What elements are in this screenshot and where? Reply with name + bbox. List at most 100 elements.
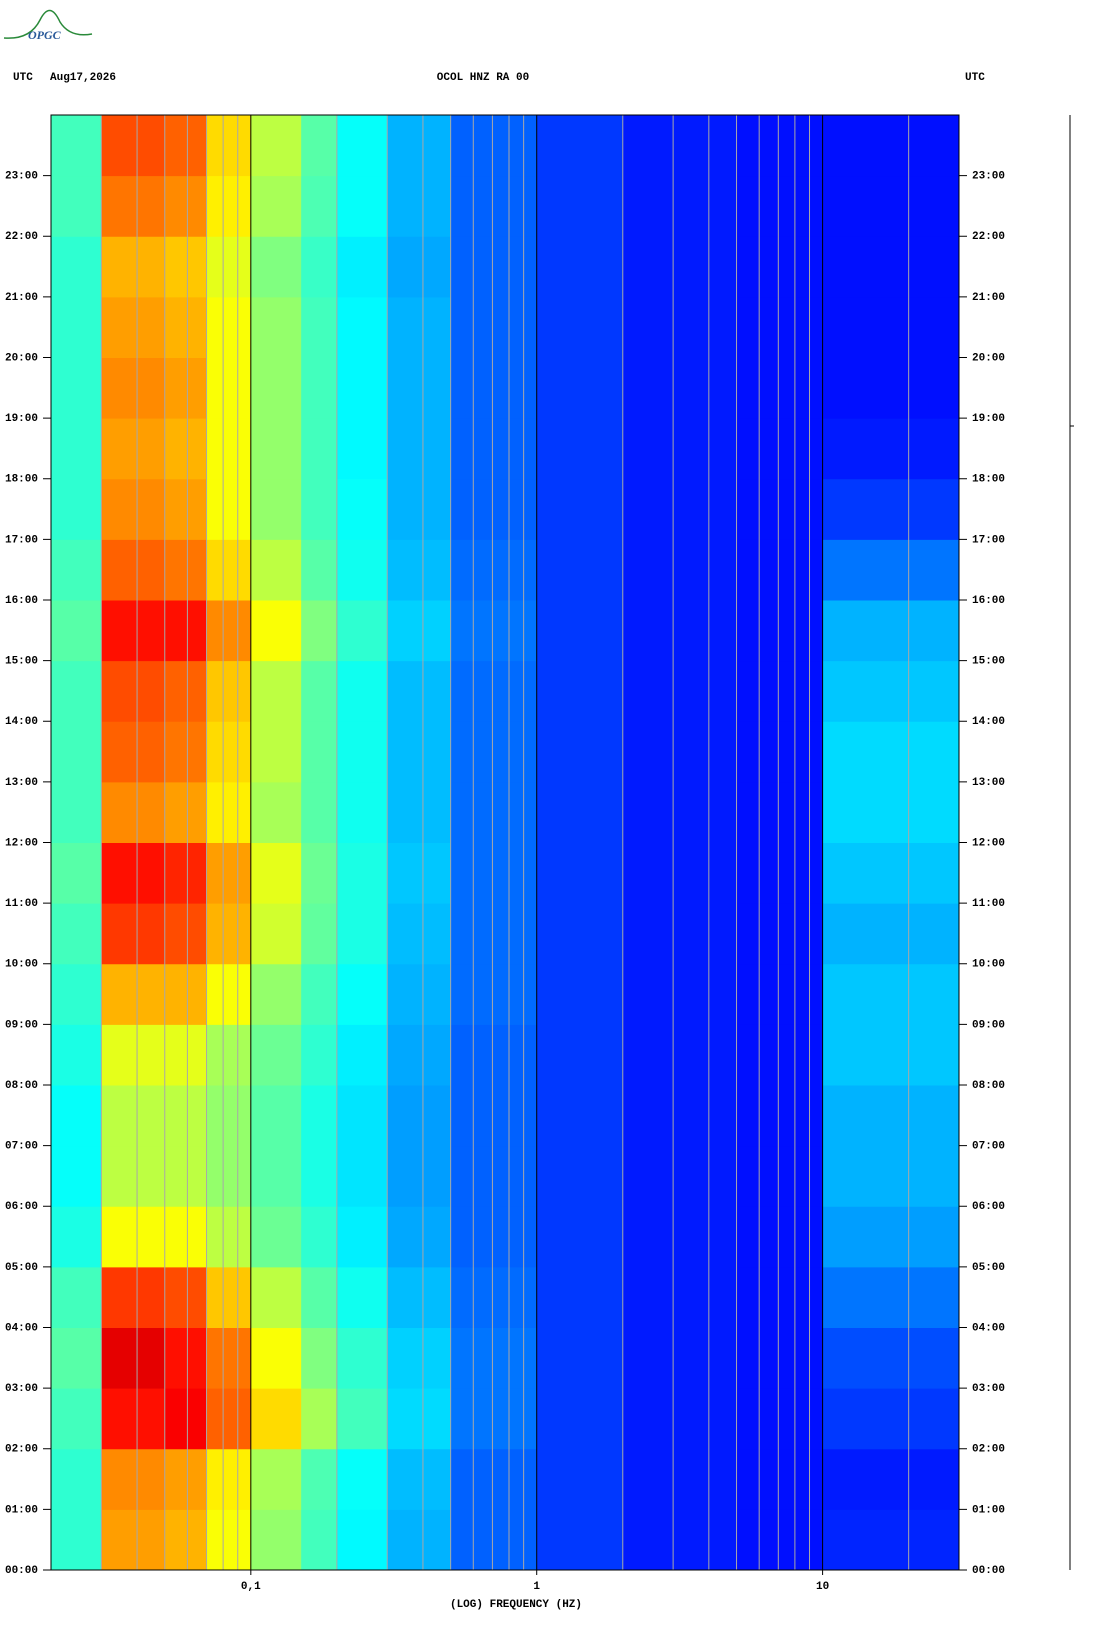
heatmap-cell (206, 478, 252, 540)
heatmap-cell (164, 1206, 208, 1268)
heatmap-cell (301, 1266, 338, 1328)
heatmap-cell (622, 478, 738, 540)
heatmap-cell (622, 236, 738, 298)
heatmap-cell (164, 175, 208, 237)
heatmap-cell (387, 236, 452, 298)
heatmap-cell (387, 1388, 452, 1450)
heatmap-cell (206, 781, 252, 843)
heatmap-cell (736, 1206, 824, 1268)
y-tick-label-right: 11:00 (972, 898, 1005, 910)
heatmap-cell (536, 600, 624, 662)
heatmap-cell (336, 1206, 388, 1268)
heatmap-cell (250, 781, 302, 843)
heatmap-cell (622, 1024, 738, 1086)
heatmap-cell (387, 115, 452, 177)
heatmap-cell (822, 478, 960, 540)
heatmap-cell (164, 660, 208, 722)
y-tick-label-left: 20:00 (5, 352, 38, 364)
heatmap-cell (450, 1448, 538, 1510)
heatmap-cell (164, 539, 208, 601)
heatmap-cell (101, 842, 166, 904)
heatmap-cell (206, 903, 252, 965)
heatmap-cell (101, 418, 166, 480)
heatmap-cell (822, 903, 960, 965)
heatmap-cell (206, 1024, 252, 1086)
heatmap-cell (822, 175, 960, 237)
y-tick-label-left: 02:00 (5, 1444, 38, 1456)
chart-title: OCOL HNZ RA 00 (437, 72, 529, 84)
heatmap-cell (51, 1388, 102, 1450)
heatmap-cell (301, 1388, 338, 1450)
heatmap-cell (736, 1085, 824, 1147)
heatmap-cell (301, 1206, 338, 1268)
heatmap-cell (250, 903, 302, 965)
heatmap-cell (822, 1448, 960, 1510)
heatmap-cell (736, 660, 824, 722)
heatmap-cell (206, 963, 252, 1025)
heatmap-cell (51, 600, 102, 662)
heatmap-cell (736, 842, 824, 904)
heatmap-cell (301, 478, 338, 540)
heatmap-cell (536, 1266, 624, 1328)
heatmap-cell (622, 1327, 738, 1389)
heatmap-cell (536, 842, 624, 904)
logo-text: OPGC (28, 28, 62, 42)
heatmap-cell (387, 418, 452, 480)
heatmap-cell (536, 236, 624, 298)
heatmap-cell (51, 296, 102, 358)
heatmap-cell (206, 660, 252, 722)
heatmap-cell (164, 600, 208, 662)
heatmap-cell (51, 842, 102, 904)
y-tick-label-left: 22:00 (5, 231, 38, 243)
heatmap-cell (164, 1266, 208, 1328)
heatmap-cell (250, 236, 302, 298)
heatmap-cell (622, 903, 738, 965)
heatmap-cell (822, 1266, 960, 1328)
heatmap-cell (450, 963, 538, 1025)
heatmap-cell (736, 478, 824, 540)
heatmap-cell (736, 1145, 824, 1207)
y-tick-label-left: 15:00 (5, 656, 38, 668)
heatmap-cell (387, 539, 452, 601)
heatmap-cell (164, 1024, 208, 1086)
heatmap-cell (101, 1509, 166, 1571)
heatmap-cell (164, 357, 208, 419)
heatmap-cell (301, 903, 338, 965)
heatmap-cell (736, 600, 824, 662)
heatmap-cell (206, 1388, 252, 1450)
heatmap-cell (301, 842, 338, 904)
heatmap-cell (301, 600, 338, 662)
heatmap-cell (101, 236, 166, 298)
heatmap-cell (51, 357, 102, 419)
heatmap-cell (536, 1145, 624, 1207)
heatmap-cell (336, 660, 388, 722)
heatmap-cell (51, 903, 102, 965)
heatmap-cell (336, 600, 388, 662)
y-tick-label-left: 06:00 (5, 1201, 38, 1213)
heatmap-cell (250, 1085, 302, 1147)
y-tick-label-left: 07:00 (5, 1141, 38, 1153)
heatmap-cell (250, 175, 302, 237)
heatmap-cell (336, 1448, 388, 1510)
heatmap-cell (101, 357, 166, 419)
heatmap-cell (101, 115, 166, 177)
heatmap-cell (51, 1266, 102, 1328)
heatmap-cell (822, 600, 960, 662)
heatmap-cell (250, 357, 302, 419)
heatmap-cell (536, 1024, 624, 1086)
heatmap-cell (822, 1388, 960, 1450)
heatmap-cell (206, 236, 252, 298)
heatmap-cell (736, 903, 824, 965)
heatmap-cell (622, 1509, 738, 1571)
heatmap-cell (736, 1388, 824, 1450)
y-tick-label-left: 01:00 (5, 1504, 38, 1516)
heatmap-cell (822, 539, 960, 601)
heatmap-cell (101, 1327, 166, 1389)
heatmap-cell (736, 1327, 824, 1389)
y-tick-label-left: 04:00 (5, 1322, 38, 1334)
heatmap-cell (822, 721, 960, 783)
y-tick-label-right: 18:00 (972, 474, 1005, 486)
heatmap-cell (450, 1509, 538, 1571)
heatmap-cell (622, 115, 738, 177)
heatmap-cell (622, 781, 738, 843)
